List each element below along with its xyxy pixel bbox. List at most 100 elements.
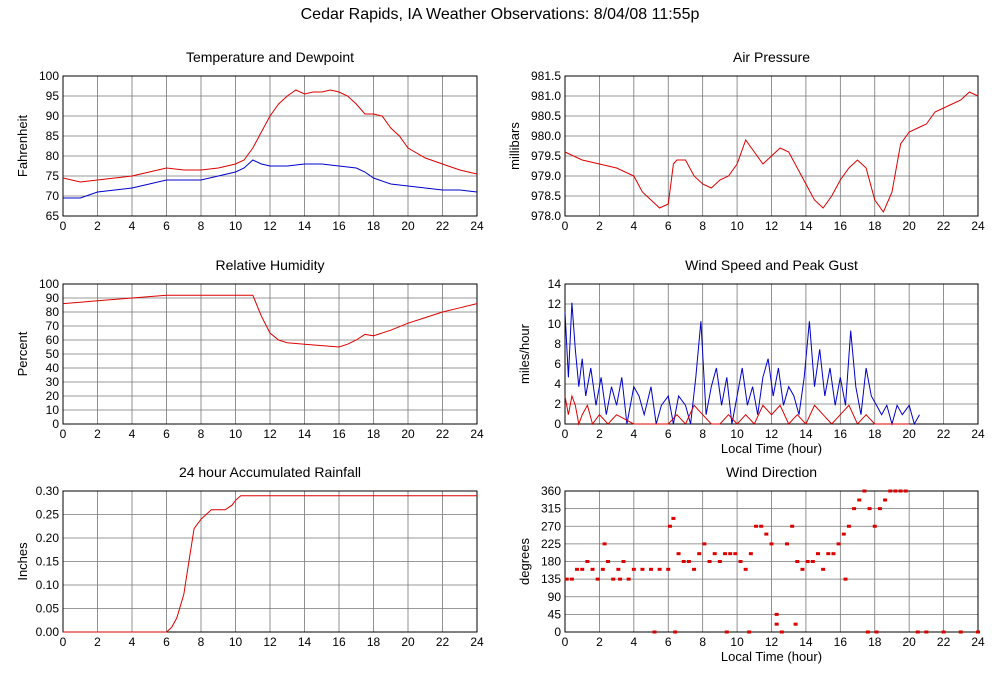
y-tick-label: 90 — [46, 109, 60, 123]
wind-direction-point — [841, 532, 846, 536]
wind-direction-point — [774, 612, 779, 616]
y-tick-label: 0.00 — [36, 625, 60, 639]
wind-direction-point — [846, 524, 851, 528]
wind-direction-point — [686, 560, 691, 563]
x-tick-label: 2 — [596, 427, 603, 441]
wind-direction-point — [759, 524, 764, 528]
wind-direction-point — [826, 552, 831, 556]
x-tick-label: 4 — [630, 427, 637, 441]
wind-direction-point — [618, 577, 623, 581]
wind-direction-point — [676, 552, 681, 556]
x-tick-label: 12 — [765, 427, 779, 441]
wind-direction-point — [805, 560, 810, 563]
y-tick-label: 979.0 — [531, 169, 561, 183]
x-tick-label: 8 — [699, 427, 706, 441]
y-axis-label: Percent — [15, 331, 30, 376]
y-tick-label: 40 — [46, 361, 60, 375]
y-tick-label: 90 — [548, 590, 562, 604]
x-tick-label: 22 — [436, 427, 450, 441]
y-tick-label: 270 — [541, 519, 561, 533]
y-tick-label: 8 — [554, 337, 561, 351]
wind-direction-point — [831, 552, 836, 556]
y-axis-label: millibars — [507, 122, 522, 170]
x-tick-label: 2 — [94, 427, 101, 441]
chart-title: Temperature and Dewpoint — [186, 49, 354, 65]
x-tick-label: 22 — [436, 635, 450, 649]
x-tick-label: 22 — [937, 219, 951, 233]
x-tick-label: 10 — [730, 635, 744, 649]
data-series-line — [63, 495, 477, 633]
y-tick-label: 14 — [548, 277, 562, 291]
x-tick-label: 20 — [401, 219, 415, 233]
x-tick-label: 24 — [470, 427, 484, 441]
y-tick-label: 12 — [548, 297, 562, 311]
x-tick-label: 16 — [332, 427, 346, 441]
x-tick-label: 2 — [596, 219, 603, 233]
wind-direction-point — [640, 567, 645, 571]
y-tick-label: 180 — [541, 555, 561, 569]
wind-direction-point — [857, 498, 862, 502]
wind-direction-point — [702, 542, 707, 546]
wind-direction-point — [784, 542, 789, 546]
x-tick-label: 6 — [665, 219, 672, 233]
wind-direction-point — [877, 507, 882, 511]
x-tick-label: 12 — [263, 427, 277, 441]
wind-direction-point — [790, 524, 795, 528]
x-tick-label: 2 — [596, 635, 603, 649]
x-tick-label: 6 — [163, 635, 170, 649]
x-tick-label: 10 — [730, 427, 744, 441]
y-tick-label: 80 — [46, 149, 60, 163]
y-tick-label: 10 — [548, 317, 562, 331]
x-tick-label: 20 — [401, 427, 415, 441]
y-tick-label: 6 — [554, 357, 561, 371]
chart-title: Relative Humidity — [216, 257, 325, 273]
x-tick-label: 20 — [401, 635, 415, 649]
wind-direction-point — [747, 630, 752, 634]
y-tick-label: 45 — [548, 607, 562, 621]
plot-frame — [62, 490, 478, 633]
x-tick-label: 4 — [630, 635, 637, 649]
x-tick-label: 8 — [198, 219, 205, 233]
x-tick-label: 22 — [436, 219, 450, 233]
page-title: Cedar Rapids, IA Weather Observations: 8… — [300, 6, 700, 23]
x-tick-label: 24 — [470, 635, 484, 649]
x-tick-label: 4 — [129, 427, 136, 441]
wind-direction-point — [681, 560, 686, 563]
y-tick-label: 0.05 — [36, 602, 60, 616]
wind-direction-point — [631, 567, 636, 571]
x-tick-label: 24 — [971, 635, 985, 649]
y-tick-label: 30 — [46, 375, 60, 389]
x-tick-label: 14 — [799, 219, 813, 233]
wind-direction-point — [564, 577, 569, 581]
wind-direction-point — [874, 630, 879, 634]
y-tick-label: 981.5 — [531, 69, 561, 83]
y-tick-label: 2 — [554, 397, 561, 411]
x-tick-label: 2 — [94, 219, 101, 233]
wind-direction-point — [852, 507, 857, 511]
x-axis-label: Local Time (hour) — [721, 441, 822, 456]
y-tick-label: 85 — [46, 129, 60, 143]
y-tick-label: 100 — [39, 69, 59, 83]
x-tick-label: 12 — [263, 635, 277, 649]
wind-direction-point — [795, 560, 800, 563]
wind-direction-point — [657, 567, 662, 571]
x-tick-label: 14 — [298, 427, 312, 441]
x-tick-label: 10 — [730, 219, 744, 233]
y-tick-label: 315 — [541, 502, 561, 516]
wind-direction-point — [883, 498, 888, 502]
x-tick-label: 24 — [971, 427, 985, 441]
y-tick-label: 100 — [39, 277, 59, 291]
y-tick-label: 0.25 — [36, 508, 60, 522]
wind-direction-point — [774, 622, 779, 626]
plot-frame — [564, 75, 979, 217]
y-tick-label: 90 — [46, 291, 60, 305]
x-tick-label: 0 — [562, 635, 569, 649]
wind-direction-point — [692, 567, 697, 571]
x-tick-label: 8 — [198, 427, 205, 441]
x-tick-label: 6 — [665, 635, 672, 649]
wind-direction-point — [743, 567, 748, 571]
wind-direction-point — [575, 567, 580, 571]
wind-direction-point — [667, 524, 672, 528]
